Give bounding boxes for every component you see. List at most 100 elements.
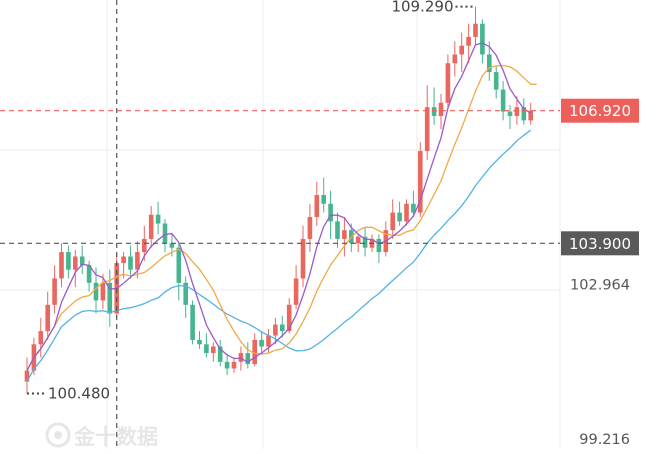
candle-body bbox=[342, 230, 347, 239]
candle bbox=[59, 243, 64, 288]
candle-body bbox=[148, 214, 154, 239]
jin10-logo-icon-dot bbox=[54, 431, 62, 439]
candle-body bbox=[73, 256, 78, 270]
candle bbox=[224, 355, 230, 376]
candle bbox=[355, 234, 361, 253]
candle-body bbox=[24, 370, 30, 382]
watermark: 金十数据 bbox=[45, 422, 158, 449]
candle-body bbox=[452, 54, 458, 64]
candle bbox=[376, 234, 382, 264]
candle bbox=[321, 177, 326, 213]
candle-body bbox=[155, 214, 161, 224]
candle bbox=[521, 98, 527, 125]
candle-body bbox=[431, 107, 437, 116]
candle-body bbox=[335, 221, 340, 239]
candle-body bbox=[314, 195, 320, 217]
candle bbox=[507, 104, 513, 130]
candle bbox=[459, 32, 464, 73]
candle-body bbox=[142, 238, 147, 253]
jin10-logo-icon bbox=[45, 422, 71, 448]
candle bbox=[280, 315, 285, 338]
candle-body bbox=[362, 236, 368, 248]
candle-body bbox=[438, 102, 444, 116]
candle bbox=[162, 219, 168, 253]
candle-body bbox=[121, 256, 126, 264]
candle-body bbox=[418, 151, 423, 213]
candle bbox=[252, 333, 257, 367]
candle bbox=[266, 328, 271, 354]
candle-body bbox=[231, 361, 237, 369]
crosshair-price-badge bbox=[561, 231, 639, 256]
candle-body bbox=[459, 45, 464, 55]
candle bbox=[307, 203, 313, 253]
candle-body bbox=[273, 324, 278, 336]
candle bbox=[452, 41, 458, 77]
high-annotation-label: 109.290 bbox=[391, 0, 453, 16]
candle bbox=[73, 249, 78, 288]
candle bbox=[259, 331, 264, 354]
candle-body bbox=[128, 256, 133, 270]
candle-body bbox=[169, 243, 175, 248]
candle bbox=[466, 23, 471, 64]
candle bbox=[107, 269, 113, 327]
candle-body bbox=[93, 282, 99, 301]
candle-body bbox=[487, 54, 492, 73]
candle bbox=[79, 245, 85, 275]
candle-body bbox=[521, 107, 527, 121]
candle-body bbox=[404, 203, 409, 222]
candle-body bbox=[280, 324, 285, 332]
candle bbox=[342, 216, 347, 257]
candle-body bbox=[466, 36, 471, 46]
candle-body bbox=[266, 335, 271, 347]
candle-body bbox=[38, 331, 44, 345]
candle-body bbox=[238, 353, 244, 362]
candle-body bbox=[286, 304, 292, 332]
candle-body bbox=[45, 304, 50, 332]
low-annotation-label: 100.480 bbox=[48, 384, 110, 402]
candle-body bbox=[86, 265, 92, 283]
crosshair-price-label: 103.900 bbox=[569, 235, 631, 253]
candle bbox=[480, 19, 485, 64]
ma-long-line bbox=[26, 129, 532, 382]
candle-body bbox=[135, 252, 140, 270]
y-axis-label: 99.216 bbox=[579, 432, 630, 448]
candle bbox=[487, 41, 492, 81]
candle bbox=[493, 65, 499, 99]
candle-body bbox=[190, 304, 195, 340]
candle bbox=[155, 201, 161, 235]
candle bbox=[128, 245, 133, 279]
candle bbox=[438, 94, 444, 130]
candle-body bbox=[252, 339, 257, 365]
candle bbox=[500, 80, 506, 121]
candle bbox=[217, 339, 223, 367]
reference-lines bbox=[0, 0, 560, 449]
candle-body bbox=[293, 278, 299, 305]
candle-body bbox=[328, 203, 333, 222]
candle-body bbox=[355, 236, 361, 244]
candle bbox=[418, 142, 423, 217]
candle-body bbox=[66, 252, 71, 270]
candle bbox=[390, 199, 395, 239]
candle bbox=[404, 199, 409, 226]
candle bbox=[314, 181, 320, 226]
candle bbox=[148, 205, 154, 248]
candle-body bbox=[445, 63, 451, 103]
candle-body bbox=[211, 346, 216, 354]
candle bbox=[197, 331, 202, 349]
candle bbox=[528, 102, 533, 125]
grid-lines bbox=[0, 0, 561, 449]
candle-body bbox=[183, 282, 188, 305]
candle-body bbox=[176, 247, 182, 283]
candle bbox=[293, 265, 299, 310]
candle-body bbox=[245, 353, 251, 365]
candle bbox=[204, 333, 209, 358]
candle-body bbox=[162, 223, 168, 244]
candle bbox=[100, 274, 106, 310]
candle bbox=[24, 357, 30, 394]
candle-body bbox=[259, 339, 264, 347]
candle-body bbox=[52, 278, 57, 305]
candle bbox=[231, 357, 237, 373]
candle bbox=[445, 54, 451, 108]
candle-body bbox=[79, 256, 85, 266]
